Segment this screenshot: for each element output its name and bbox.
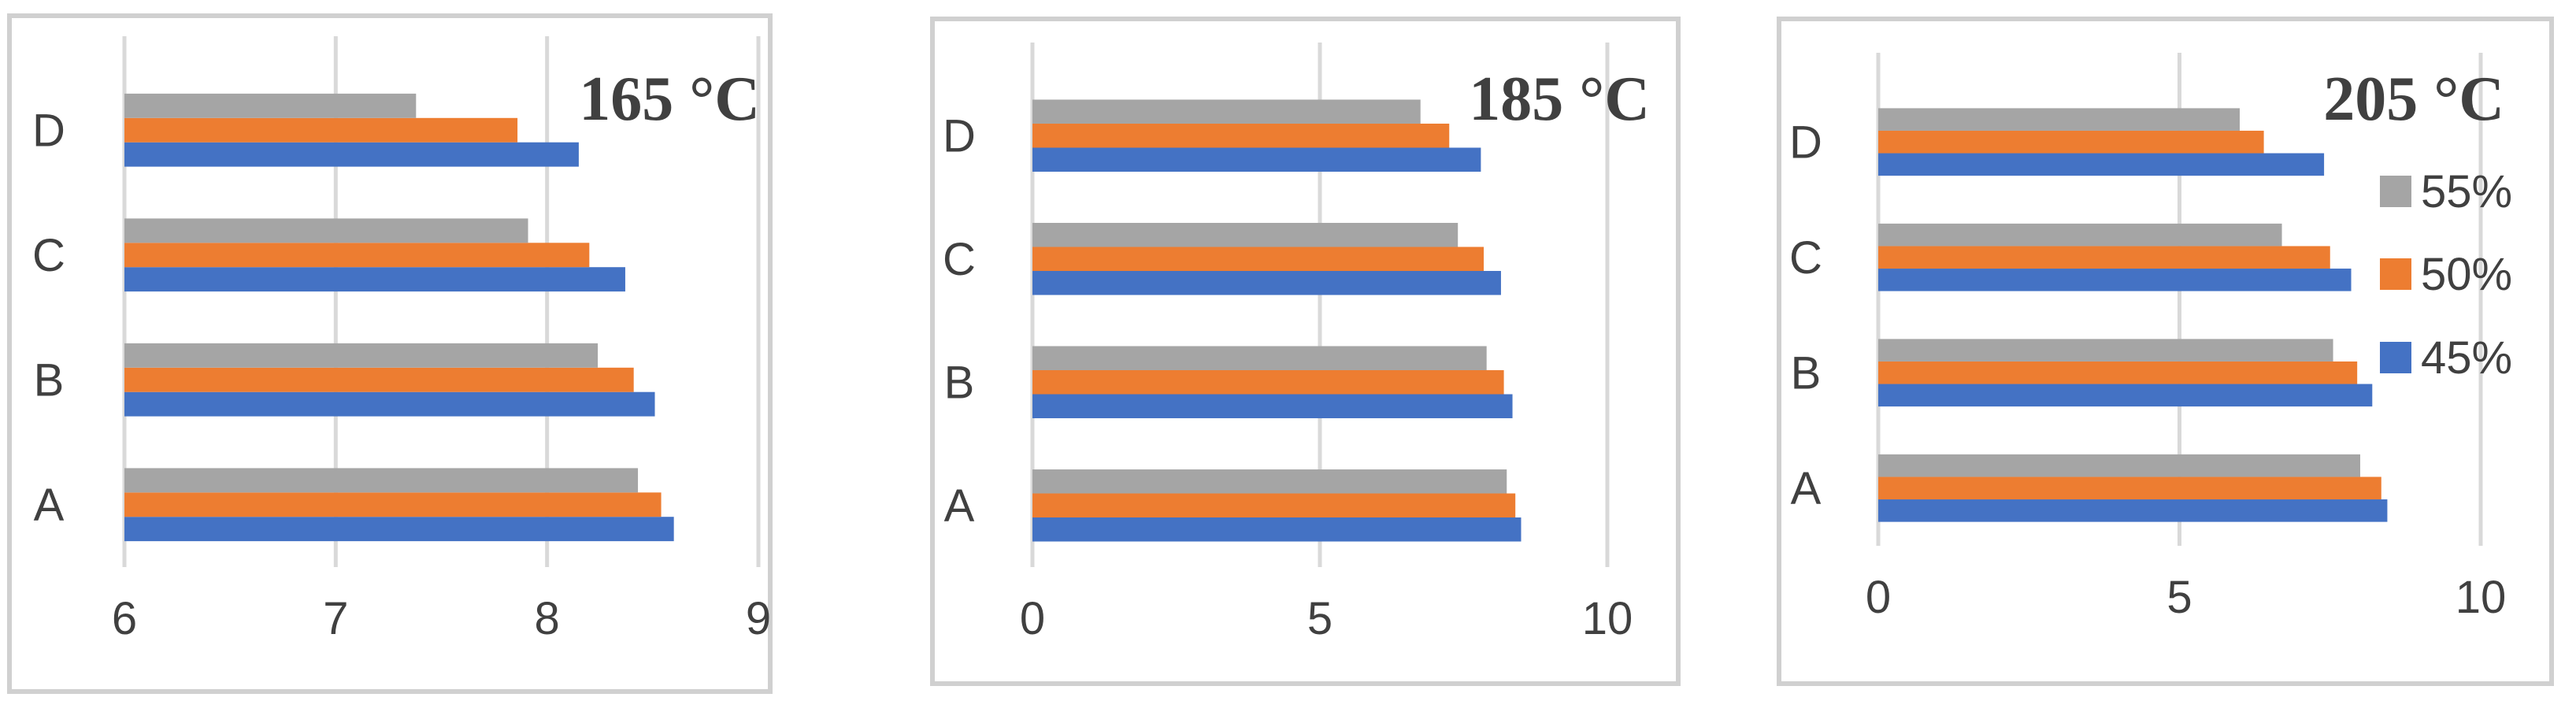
category-label: C (1789, 232, 1822, 284)
x-tick-label: 8 (535, 593, 560, 644)
bar-50pct-A (124, 492, 662, 517)
bar-50pct-A (1878, 477, 2381, 500)
x-tick-label: 5 (1307, 593, 1332, 644)
bar-55pct-D (124, 93, 417, 118)
legend-label: 45% (2421, 332, 2512, 384)
bar-50pct-C (1032, 247, 1484, 272)
category-label: A (34, 480, 65, 531)
chart-panel-1: 6 7 8 9 A B C D 165 °C (7, 13, 773, 694)
x-tick-label: 10 (2456, 572, 2507, 623)
category-label: C (32, 230, 65, 281)
category-label: A (1791, 463, 1822, 514)
bar-45pct-A (1032, 517, 1522, 542)
category-label: B (944, 357, 975, 408)
category-label: A (944, 480, 975, 532)
bar-55pct-B (1032, 346, 1487, 370)
x-tick-label: 10 (1582, 593, 1633, 644)
bar-50pct-B (1878, 361, 2358, 384)
bar-50pct-D (1878, 130, 2264, 154)
bar-45pct-B (1878, 384, 2373, 407)
legend-label: 50% (2421, 249, 2512, 300)
bar-50pct-C (1878, 246, 2330, 269)
x-tick-label: 6 (112, 593, 137, 644)
bar-55pct-C (1878, 223, 2282, 247)
bar-50pct-A (1032, 493, 1516, 518)
legend-swatch (2380, 176, 2411, 207)
bar-50pct-B (124, 367, 634, 392)
bar-45pct-C (124, 267, 625, 292)
x-tick-label: 9 (746, 593, 771, 644)
chart-panel-2: 0 5 10 A B C D 185 °C (930, 17, 1681, 686)
bar-55pct-D (1032, 99, 1421, 124)
legend-swatch (2380, 258, 2411, 290)
x-tick-label: 0 (1020, 593, 1045, 644)
bar-45pct-D (1878, 153, 2325, 176)
category-label: D (943, 110, 976, 161)
category-label: B (1791, 347, 1822, 399)
bar-45pct-C (1032, 271, 1501, 295)
legend-swatch (2380, 342, 2411, 373)
bar-55pct-C (1032, 222, 1458, 247)
bar-45pct-C (1878, 269, 2352, 291)
legend: 55% 50% 45% (2380, 166, 2512, 384)
bar-55pct-A (1878, 454, 2360, 477)
bar-45pct-B (1032, 394, 1513, 419)
x-tick-label: 0 (1866, 572, 1891, 623)
bar-45pct-B (124, 391, 655, 417)
x-tick-label: 5 (2166, 572, 2192, 623)
bar-55pct-D (1878, 108, 2240, 131)
legend-label: 55% (2421, 166, 2512, 217)
bar-55pct-B (1878, 339, 2333, 362)
bar-55pct-C (124, 218, 528, 243)
category-label: B (34, 354, 65, 406)
panel-title: 185 °C (1469, 65, 1650, 134)
panel-title: 165 °C (579, 65, 760, 134)
bar-45pct-A (124, 517, 674, 542)
panel-title: 205 °C (2323, 65, 2504, 134)
category-label: D (1789, 117, 1822, 168)
bar-45pct-A (1878, 499, 2388, 522)
bar-50pct-D (124, 117, 518, 143)
category-label: D (32, 105, 65, 156)
chart-panel-3: 0 5 10 A B C D 205 °C 55% 50% 45% (1777, 17, 2554, 686)
bar-55pct-A (1032, 469, 1507, 494)
bar-45pct-D (1032, 147, 1481, 172)
x-tick-label: 7 (323, 593, 348, 644)
bar-50pct-D (1032, 123, 1450, 148)
category-label: C (943, 234, 976, 285)
bar-50pct-B (1032, 369, 1504, 395)
bar-55pct-A (124, 468, 639, 493)
bar-50pct-C (124, 243, 590, 268)
bar-55pct-B (124, 343, 599, 368)
bar-45pct-D (124, 142, 579, 167)
